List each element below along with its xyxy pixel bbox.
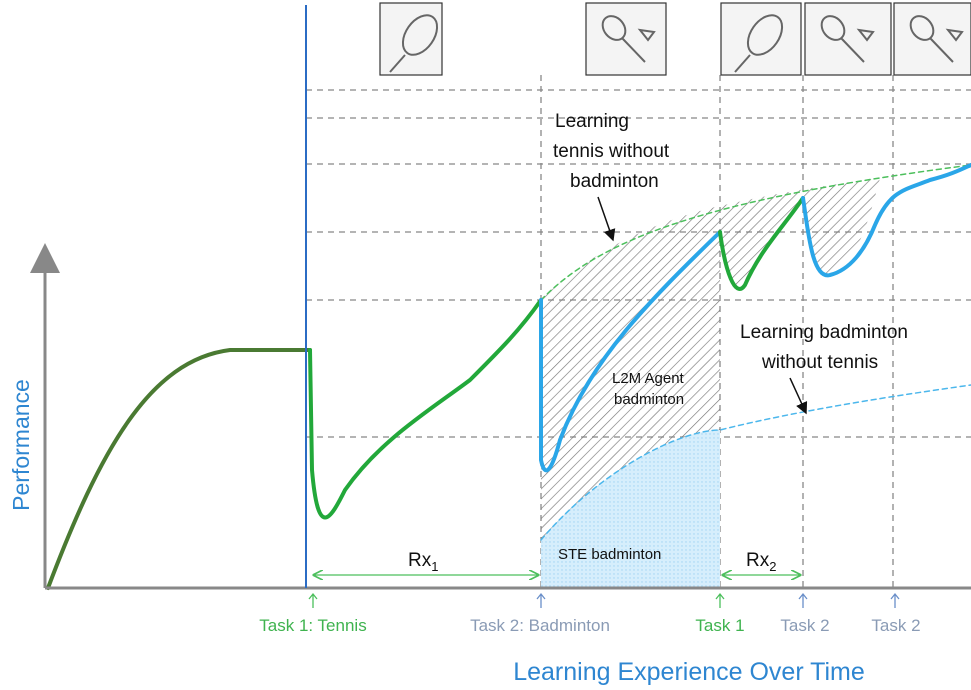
rx-base: Rx <box>746 550 770 571</box>
y-axis-title: Performance <box>8 379 34 511</box>
icons <box>379 2 971 76</box>
rx-sub: 1 <box>431 559 438 574</box>
rx-base: Rx <box>408 550 432 571</box>
axes <box>30 5 971 590</box>
task-label: Task 2 <box>871 616 920 635</box>
rx2-label: Rx2 <box>746 550 776 574</box>
task-ticks <box>308 592 900 608</box>
annotations: Learning tennis without badminton Learni… <box>553 111 908 563</box>
task-label: Task 1 <box>695 616 744 635</box>
x-axis-title: Learning Experience Over Time <box>513 658 865 686</box>
annotation: without tennis <box>761 352 878 373</box>
annotation: L2M Agent <box>612 370 685 387</box>
pointer <box>597 196 616 242</box>
annotation: Learning badminton <box>740 322 908 343</box>
rx1-label: Rx1 <box>408 550 438 574</box>
regions <box>541 178 880 588</box>
task-label: Task 2: Badminton <box>470 616 610 635</box>
annotation: badminton <box>570 171 659 192</box>
annotation: badminton <box>614 391 684 408</box>
task-label: Task 1: Tennis <box>259 616 366 635</box>
task-label: Task 2 <box>780 616 829 635</box>
curves <box>46 163 971 590</box>
annotation: STE badminton <box>558 546 661 563</box>
annotation: tennis without <box>553 141 670 162</box>
pointer <box>789 377 808 415</box>
annotation: Learning <box>555 111 629 132</box>
rx-sub: 2 <box>769 559 776 574</box>
